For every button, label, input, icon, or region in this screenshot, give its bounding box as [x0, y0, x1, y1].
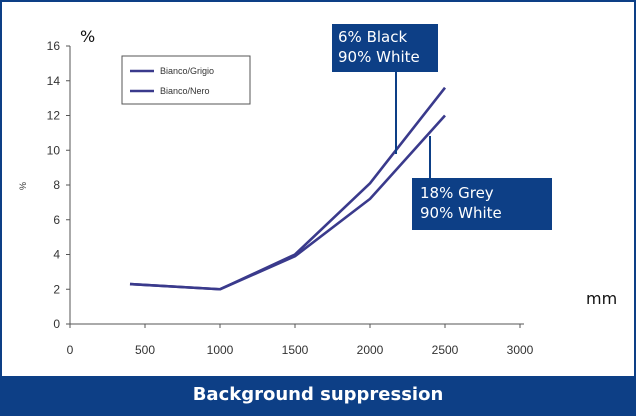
annotation-text: 90% White	[338, 48, 420, 66]
x-tick-label: 2000	[357, 343, 384, 357]
legend-label: Bianco/Nero	[160, 86, 210, 96]
x-tick-label: 2500	[432, 343, 459, 357]
x-tick-label: 0	[67, 343, 74, 357]
y-tick-label: 4	[53, 248, 60, 262]
y-tick-label: 2	[53, 282, 60, 296]
annotation-text: 6% Black	[338, 28, 407, 46]
y-tick-label: 14	[47, 74, 61, 88]
x-tick-label: 1000	[207, 343, 234, 357]
annotation-text: 90% White	[420, 204, 502, 222]
x-unit-label: mm	[586, 289, 617, 308]
legend-label: Bianco/Grigio	[160, 66, 214, 76]
y-tick-label: 6	[53, 213, 60, 227]
y-tick-label: 10	[47, 143, 61, 157]
x-tick-label: 1500	[282, 343, 309, 357]
x-tick-label: 3000	[507, 343, 534, 357]
y-tick-label: 16	[47, 39, 61, 53]
chart-caption: Background suppression	[2, 376, 634, 414]
y-unit-label: %	[80, 27, 95, 46]
series-line-2	[130, 116, 445, 290]
y-tick-label: 12	[47, 109, 61, 123]
y-tick-label: 8	[53, 178, 60, 192]
x-tick-label: 500	[135, 343, 155, 357]
y-tick-label: 0	[53, 317, 60, 331]
legend-box	[122, 56, 250, 104]
annotation-text: 18% Grey	[420, 184, 494, 202]
y-axis-label: %	[18, 182, 28, 190]
